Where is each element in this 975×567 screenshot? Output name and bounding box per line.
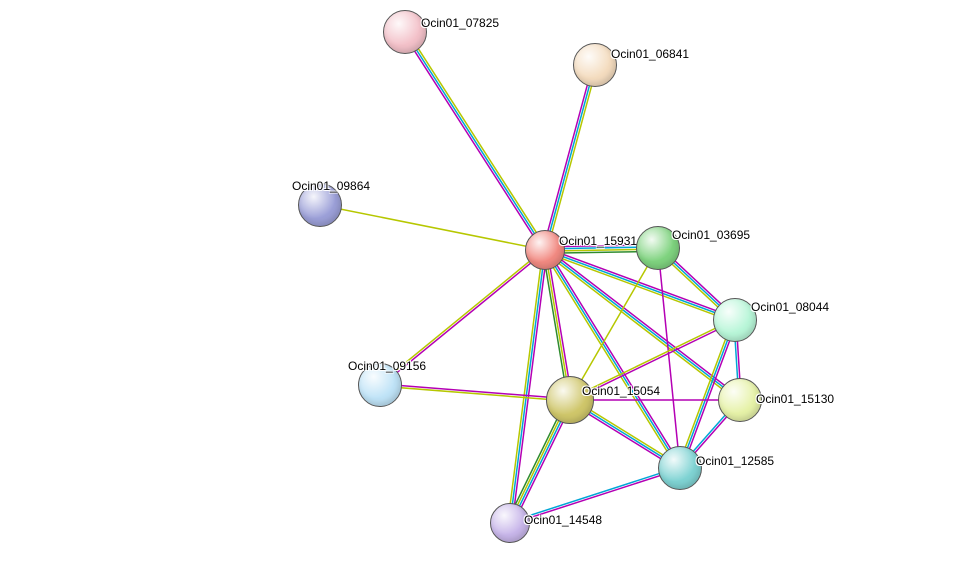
edge: [405, 32, 545, 250]
node-label: Ocin01_03695: [672, 228, 750, 242]
edge: [403, 33, 543, 251]
node-label: Ocin01_09864: [292, 179, 370, 193]
node-label: Ocin01_15054: [582, 384, 660, 398]
edge: [543, 64, 593, 249]
edge: [544, 252, 734, 322]
node-label: Ocin01_09156: [348, 359, 426, 373]
node-label: Ocin01_14548: [524, 513, 602, 527]
edges-layer: [0, 0, 975, 567]
edge: [512, 250, 547, 523]
node-label: Ocin01_15130: [756, 392, 834, 406]
node-label: Ocin01_15931: [559, 234, 637, 248]
network-canvas: Ocin01_15931 Ocin01_03695 Ocin01_08044 Ocin…: [0, 0, 975, 567]
node-label: Ocin01_07825: [421, 16, 499, 30]
edge: [407, 31, 547, 249]
edge: [320, 205, 545, 250]
edge: [510, 250, 545, 523]
node-label: Ocin01_12585: [696, 454, 774, 468]
node-label: Ocin01_08044: [751, 300, 829, 314]
edge: [545, 65, 595, 250]
edge: [380, 386, 570, 401]
node-ocin01-12585[interactable]: [658, 446, 702, 490]
node-label: Ocin01_06841: [611, 47, 689, 61]
edge: [547, 66, 597, 251]
edge: [380, 384, 570, 399]
edge: [508, 250, 543, 523]
